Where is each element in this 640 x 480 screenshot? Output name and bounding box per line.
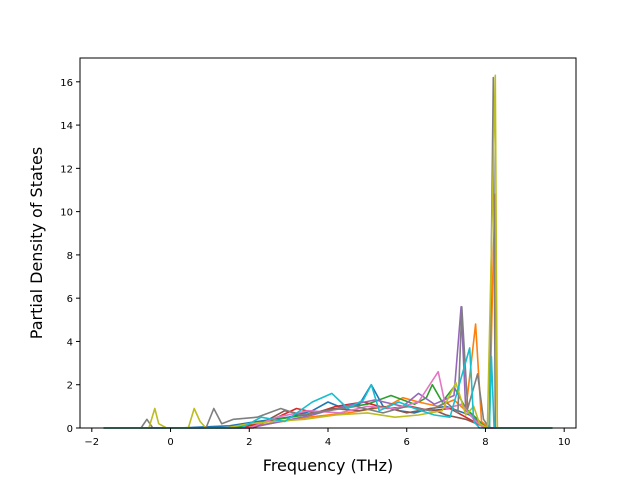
y-tick-label: 6 [67,294,73,305]
series-line-7 [103,370,553,429]
x-tick-label: 2 [246,437,252,448]
x-tick-label: 8 [482,437,488,448]
y-tick-label: 0 [67,424,73,435]
x-tick-label: −2 [84,437,99,448]
x-tick-label: 4 [325,437,331,448]
series-line-2 [103,193,553,429]
series-line-8 [103,76,553,429]
x-axis-label: Frequency (THz) [263,456,393,475]
x-tick-label: 0 [167,437,173,448]
y-tick-label: 2 [67,381,73,392]
plot-series [103,74,553,429]
series-line-3 [103,383,553,429]
y-tick-label: 16 [60,78,73,89]
y-axis-label: Partial Density of States [27,147,46,339]
plot-frame [79,57,577,429]
y-tick-label: 12 [60,164,73,175]
x-axis-ticks: −2 0 2 4 6 8 10 [84,428,571,448]
x-tick-label: 10 [558,437,571,448]
y-tick-label: 4 [67,337,73,348]
y-axis-ticks: 0 2 4 6 8 10 12 14 16 [60,78,80,435]
y-tick-label: 10 [60,208,73,219]
y-tick-label: 8 [67,251,73,262]
series-line-9 [103,74,553,429]
x-tick-label: 6 [404,437,410,448]
y-tick-label: 14 [60,121,73,132]
